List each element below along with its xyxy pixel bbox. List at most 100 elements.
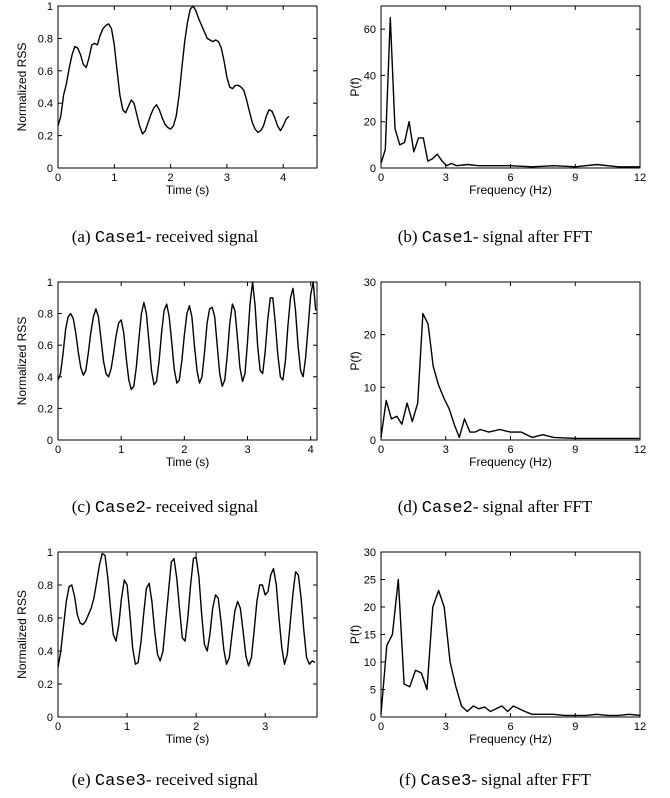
y-tick-label: 0.2 — [38, 679, 53, 691]
panel-caption: (b) Case1- signal after FFT — [398, 227, 593, 248]
y-axis-label: P(f) — [348, 625, 362, 644]
x-tick-label: 1 — [124, 721, 130, 733]
signal-line — [380, 578, 641, 717]
x-tick-label: 0 — [55, 172, 61, 184]
y-axis-label: P(f) — [348, 77, 362, 96]
signal-line — [380, 16, 640, 168]
x-tick-label: 12 — [634, 172, 646, 184]
y-tick-label: 40 — [364, 70, 376, 82]
caption-label: (d) — [398, 497, 422, 516]
x-axis-label: Frequency (Hz) — [469, 183, 552, 197]
caption-case-name: Case2 — [95, 499, 146, 518]
x-tick-label: 2 — [193, 721, 199, 733]
x-axis-label: Time (s) — [166, 183, 210, 197]
x-tick-label: 0 — [378, 172, 384, 184]
y-axis-label: Normalized RSS — [15, 43, 29, 132]
chart-panel-3: 0 3 6 9 12 0 10 20 30 Frequency (Hz) P(f) (d) Case2… — [348, 277, 646, 518]
caption-case-name: Case1 — [422, 229, 473, 248]
plot-frame — [380, 551, 641, 718]
y-tick-label: 0.6 — [38, 340, 53, 352]
x-tick-label: 12 — [634, 721, 646, 733]
x-tick-label: 6 — [507, 721, 513, 733]
x-tick-label: 9 — [572, 721, 578, 733]
plot-frame — [57, 5, 318, 169]
x-axis-label: Frequency (Hz) — [469, 732, 552, 746]
y-tick-label: 1 — [47, 277, 53, 289]
panel-caption: (f) Case3- signal after FFT — [399, 770, 591, 791]
y-tick-label: 20 — [364, 330, 376, 342]
x-tick-label: 9 — [572, 444, 578, 456]
y-tick-label: 0.2 — [38, 403, 53, 415]
x-tick-label: 12 — [634, 444, 646, 456]
x-tick-label: 9 — [572, 172, 578, 184]
panel-caption: (c) Case2- received signal — [72, 497, 259, 518]
caption-label: (b) — [398, 227, 422, 246]
caption-case-name: Case2 — [422, 499, 473, 518]
y-tick-label: 0.8 — [38, 309, 53, 321]
caption-label: (e) — [72, 770, 95, 789]
caption-label: (a) — [72, 227, 95, 246]
y-tick-label: 60 — [364, 24, 376, 36]
y-tick-label: 0.4 — [38, 646, 53, 658]
y-tick-label: 0.8 — [38, 33, 53, 45]
caption-label: (c) — [72, 497, 95, 516]
caption-description: - signal after FFT — [473, 497, 593, 516]
chart-panel-5: 0 3 6 9 12 0 5 10 15 20 25 30 Frequency (Hz) P(f) (f) … — [348, 547, 646, 791]
y-tick-label: 0 — [47, 712, 53, 724]
signal-line — [57, 552, 316, 668]
caption-case-name: Case3 — [95, 772, 146, 791]
x-tick-label: 6 — [507, 444, 513, 456]
x-tick-label: 1 — [111, 172, 117, 184]
x-axis-label: Frequency (Hz) — [469, 455, 552, 469]
y-tick-label: 10 — [364, 382, 376, 394]
x-tick-label: 0 — [55, 721, 61, 733]
x-tick-label: 3 — [244, 444, 250, 456]
y-tick-label: 0 — [47, 163, 53, 175]
caption-case-name: Case3 — [420, 772, 471, 791]
y-tick-label: 25 — [364, 575, 376, 587]
x-axis-label: Time (s) — [166, 732, 210, 746]
x-tick-label: 4 — [308, 444, 314, 456]
x-tick-label: 3 — [443, 172, 449, 184]
caption-description: - received signal — [146, 770, 259, 789]
y-tick-label: 10 — [364, 657, 376, 669]
y-tick-label: 0 — [370, 435, 376, 447]
y-tick-label: 0 — [370, 163, 376, 175]
x-tick-label: 0 — [378, 721, 384, 733]
plot-frame — [57, 551, 318, 718]
signal-line — [57, 281, 317, 391]
y-axis-label: Normalized RSS — [15, 317, 29, 406]
signal-line — [57, 5, 290, 135]
y-axis-label: P(f) — [348, 351, 362, 370]
x-tick-label: 6 — [507, 172, 513, 184]
y-tick-label: 0.2 — [38, 131, 53, 143]
y-tick-label: 30 — [364, 547, 376, 559]
caption-description: - received signal — [146, 497, 259, 516]
x-tick-label: 0 — [55, 444, 61, 456]
y-tick-label: 0.4 — [38, 98, 53, 110]
y-tick-label: 5 — [370, 685, 376, 697]
panel-caption: (a) Case1- received signal — [72, 227, 259, 248]
chart-panel-1: 0 3 6 9 12 0 20 40 60 Frequency (Hz) P(f) (b) Case1… — [348, 5, 646, 248]
y-tick-label: 0.6 — [38, 66, 53, 78]
panel-caption: (d) Case2- signal after FFT — [398, 497, 593, 518]
y-tick-label: 20 — [364, 117, 376, 129]
chart-panel-2: 0 1 2 3 4 0 0.2 0.4 0.6 0.8 1 Time (s) Normalized RS… — [15, 277, 318, 518]
chart-panel-0: 0 1 2 3 4 0 0.2 0.4 0.6 0.8 1 Time (s) Normalized RS… — [15, 1, 318, 248]
y-axis-label: Normalized RSS — [15, 590, 29, 679]
x-tick-label: 4 — [280, 172, 286, 184]
x-tick-label: 3 — [443, 721, 449, 733]
y-tick-label: 15 — [364, 630, 376, 642]
x-tick-label: 3 — [443, 444, 449, 456]
x-axis-label: Time (s) — [166, 455, 210, 469]
y-tick-label: 30 — [364, 277, 376, 289]
y-tick-label: 20 — [364, 602, 376, 614]
x-tick-label: 1 — [118, 444, 124, 456]
x-tick-label: 3 — [262, 721, 268, 733]
x-tick-label: 2 — [181, 444, 187, 456]
y-tick-label: 0 — [47, 435, 53, 447]
y-tick-label: 1 — [47, 1, 53, 13]
y-tick-label: 0.8 — [38, 580, 53, 592]
caption-label: (f) — [399, 770, 420, 789]
